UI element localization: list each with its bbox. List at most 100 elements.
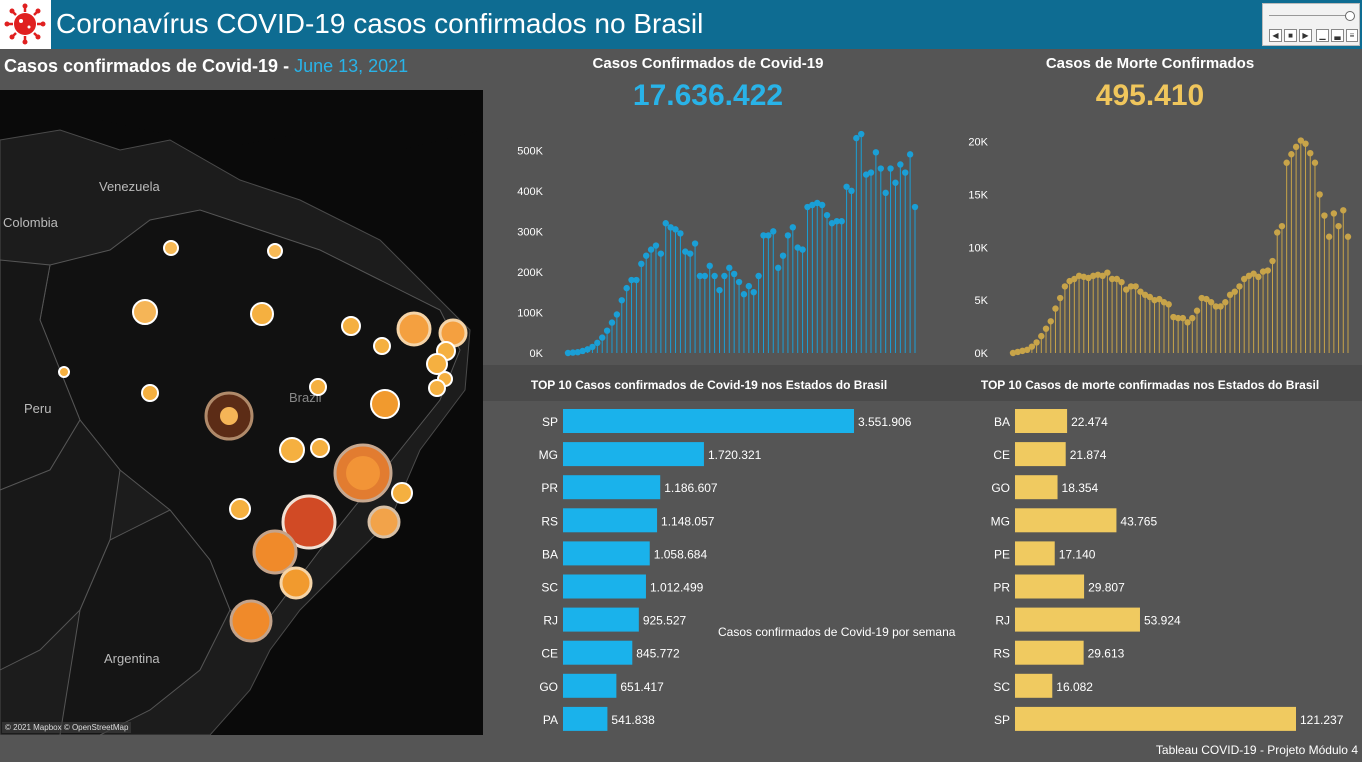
data-point[interactable] (1047, 318, 1054, 325)
state-bubble[interactable] (250, 302, 274, 326)
bar[interactable] (1015, 442, 1066, 467)
data-point[interactable] (848, 187, 855, 195)
stop-icon[interactable]: ■ (1284, 29, 1297, 42)
data-point[interactable] (1189, 314, 1196, 322)
data-point[interactable] (804, 203, 811, 211)
data-point[interactable] (1297, 137, 1305, 144)
data-point[interactable] (1302, 140, 1309, 147)
state-bubble[interactable] (281, 494, 337, 550)
data-point[interactable] (574, 348, 581, 356)
data-point[interactable] (892, 179, 899, 186)
data-point[interactable] (789, 224, 797, 231)
data-point[interactable] (1330, 210, 1338, 217)
data-point[interactable] (599, 334, 606, 341)
data-point[interactable] (887, 165, 894, 172)
state-bubble[interactable] (132, 299, 158, 325)
state-bubble[interactable] (279, 437, 305, 463)
data-point[interactable] (647, 246, 655, 253)
data-point[interactable] (1042, 325, 1050, 332)
data-point[interactable] (1071, 275, 1078, 283)
data-point[interactable] (877, 165, 884, 172)
data-point[interactable] (906, 151, 914, 158)
bar[interactable] (1015, 673, 1053, 698)
data-point[interactable] (1179, 314, 1187, 322)
data-point[interactable] (862, 171, 870, 178)
data-point[interactable] (1264, 267, 1271, 274)
data-point[interactable] (1118, 278, 1125, 286)
cases-line-chart[interactable]: 0K 100K 200K 300K 400K 500K (483, 115, 923, 365)
data-point[interactable] (1250, 270, 1257, 277)
data-point[interactable] (902, 169, 909, 176)
data-point[interactable] (672, 226, 679, 233)
state-bubble[interactable] (267, 243, 283, 259)
data-point[interactable] (897, 161, 904, 168)
data-point[interactable] (608, 319, 616, 326)
data-point[interactable] (809, 201, 816, 209)
data-point[interactable] (603, 327, 611, 334)
data-point[interactable] (696, 272, 704, 280)
playback-control[interactable]: ◀ ■ ▶ ▁ ▃ ≡ (1262, 3, 1360, 46)
state-bubble[interactable] (58, 366, 70, 378)
bar[interactable] (1015, 607, 1140, 632)
map-canvas[interactable]: Venezuela Colombia Peru Brazil Argentina (0, 90, 483, 735)
data-point[interactable] (1104, 269, 1111, 276)
data-point[interactable] (867, 169, 875, 176)
data-point[interactable] (652, 242, 660, 249)
data-point[interactable] (858, 130, 865, 138)
state-bubble[interactable] (367, 505, 401, 539)
data-point[interactable] (799, 246, 806, 253)
data-point[interactable] (662, 220, 669, 227)
data-point[interactable] (1240, 275, 1248, 283)
data-point[interactable] (569, 349, 577, 356)
bar[interactable] (1015, 409, 1068, 433)
data-point[interactable] (682, 248, 689, 255)
data-point[interactable] (1288, 151, 1295, 158)
state-bubble[interactable] (426, 353, 448, 375)
data-point[interactable] (843, 183, 850, 190)
data-point[interactable] (823, 211, 831, 219)
data-point[interactable] (774, 264, 782, 272)
data-point[interactable] (1325, 233, 1333, 240)
data-point[interactable] (1207, 299, 1215, 306)
data-point[interactable] (1316, 191, 1323, 198)
data-point[interactable] (833, 218, 841, 225)
data-point[interactable] (1231, 288, 1238, 295)
data-point[interactable] (755, 272, 762, 280)
data-point[interactable] (1052, 305, 1059, 312)
data-point[interactable] (677, 230, 684, 237)
bar[interactable] (563, 541, 650, 566)
data-point[interactable] (814, 199, 821, 207)
state-bubble[interactable] (163, 240, 179, 256)
data-point[interactable] (765, 232, 772, 239)
data-point[interactable] (1283, 159, 1290, 166)
data-point[interactable] (911, 203, 919, 211)
bar[interactable] (563, 574, 646, 599)
data-point[interactable] (740, 291, 748, 298)
data-point[interactable] (828, 220, 836, 227)
state-bubble[interactable] (310, 438, 330, 458)
bar[interactable] (1015, 475, 1058, 500)
data-point[interactable] (1023, 346, 1031, 354)
state-bubble[interactable] (428, 379, 446, 397)
state-bubble[interactable] (370, 389, 400, 419)
data-point[interactable] (1108, 275, 1116, 283)
data-point[interactable] (1311, 159, 1319, 166)
data-point[interactable] (584, 346, 591, 353)
data-point[interactable] (618, 297, 625, 304)
data-point[interactable] (686, 250, 694, 257)
data-point[interactable] (701, 272, 709, 280)
data-point[interactable] (882, 189, 889, 197)
bar[interactable] (563, 409, 854, 433)
state-bubble[interactable] (396, 311, 432, 347)
prev-icon[interactable]: ◀ (1269, 29, 1282, 42)
data-point[interactable] (750, 288, 757, 296)
state-bubble[interactable] (309, 378, 327, 396)
data-point[interactable] (721, 272, 728, 280)
data-point[interactable] (794, 244, 801, 251)
data-point[interactable] (730, 270, 738, 278)
state-bubble[interactable] (341, 316, 361, 336)
state-bubble[interactable] (279, 566, 313, 600)
data-point[interactable] (1278, 222, 1286, 230)
playback-slider-knob[interactable] (1345, 11, 1355, 21)
state-bubble[interactable] (373, 337, 391, 355)
